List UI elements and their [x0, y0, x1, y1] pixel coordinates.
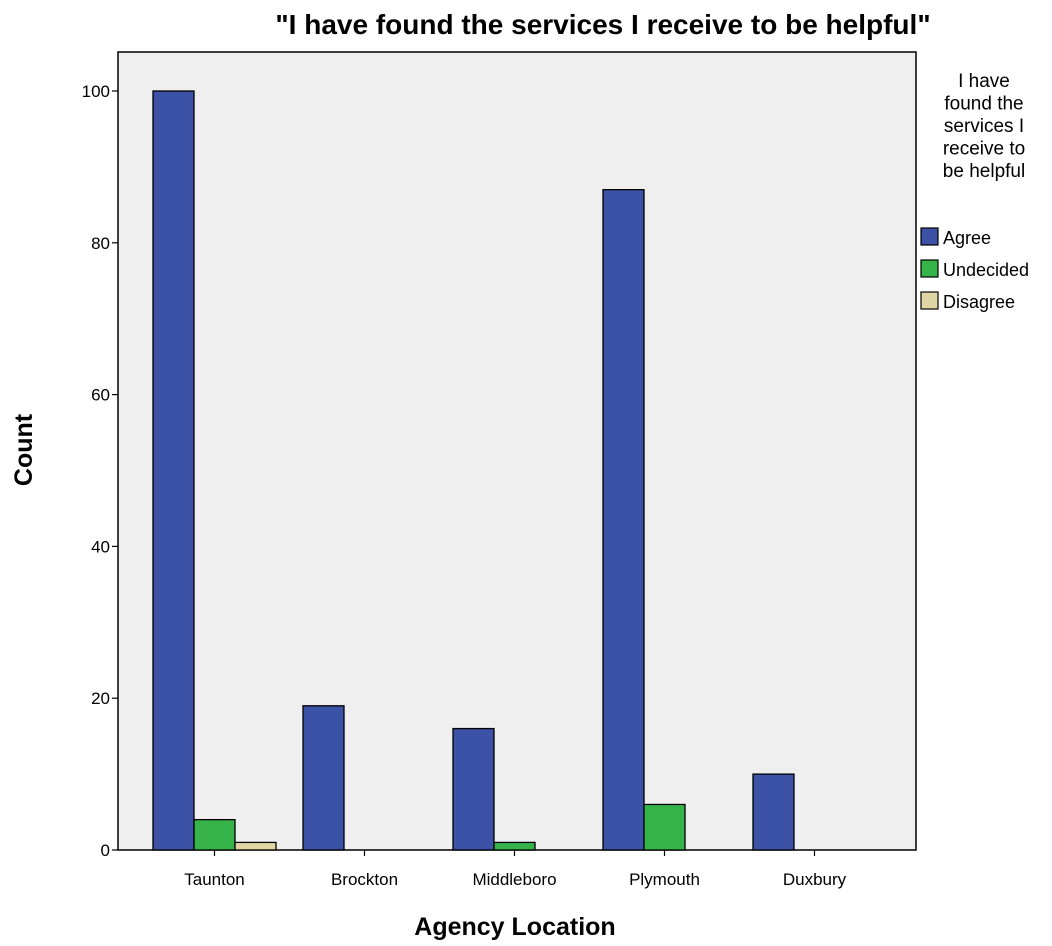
legend-title-line: receive to [943, 139, 1025, 160]
chart-title: "I have found the services I receive to … [275, 9, 930, 40]
y-tick-label: 20 [91, 689, 110, 708]
bar-undecided-plymouth [643, 803, 686, 851]
x-tick-label: Middleboro [472, 870, 556, 889]
y-tick-label: 0 [101, 841, 110, 860]
bar-undecided-taunton [193, 818, 236, 851]
x-tick-label: Brockton [331, 870, 398, 889]
x-tick-label: Taunton [184, 870, 245, 889]
bar-agree-duxbury [752, 773, 795, 851]
legend-title-line: found the [944, 94, 1023, 115]
y-axis: 0 20 40 60 80 100 [82, 82, 118, 860]
legend-swatch-agree [920, 227, 939, 246]
legend-label-agree: Agree [943, 228, 991, 248]
y-tick-label: 60 [91, 386, 110, 405]
bars-layer [152, 90, 795, 851]
legend-label-undecided: Undecided [943, 260, 1029, 280]
legend-items: Agree Undecided Disagree [920, 227, 1029, 312]
plot-area [117, 51, 917, 851]
y-axis-title: Count [10, 413, 38, 486]
bar-disagree-taunton [234, 841, 277, 851]
legend-swatch-disagree [920, 291, 939, 310]
bar-agree-brockton [302, 705, 345, 851]
x-tick-label: Duxbury [783, 870, 847, 889]
x-tick-label: Plymouth [629, 870, 700, 889]
y-tick-label: 40 [91, 537, 110, 556]
x-axis-title: Agency Location [414, 913, 615, 941]
bar-agree-plymouth [602, 189, 645, 851]
legend-title-line: services I [944, 116, 1024, 137]
bar-undecided-middleboro [493, 841, 536, 851]
x-axis: Taunton Brockton Middleboro Plymouth Duxbury [184, 850, 847, 889]
legend-swatch-undecided [920, 259, 939, 278]
legend-title-line: be helpful [943, 161, 1025, 182]
y-tick-label: 80 [91, 234, 110, 253]
legend-title-line: I have [958, 71, 1010, 92]
bar-agree-taunton [152, 90, 195, 851]
legend-label-disagree: Disagree [943, 292, 1015, 312]
bar-agree-middleboro [452, 727, 495, 851]
y-tick-label: 100 [82, 82, 110, 101]
